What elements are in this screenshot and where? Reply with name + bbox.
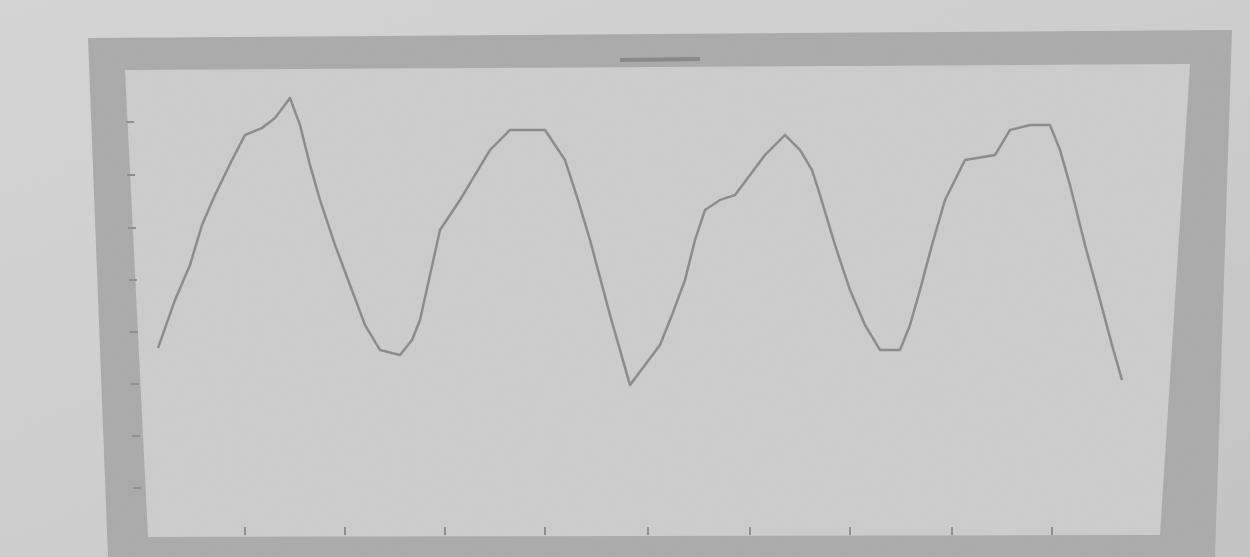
waveform — [156, 96, 1124, 387]
left-ticks — [126, 121, 141, 489]
bottom-ticks — [244, 527, 1053, 535]
title-smudge — [619, 57, 701, 62]
